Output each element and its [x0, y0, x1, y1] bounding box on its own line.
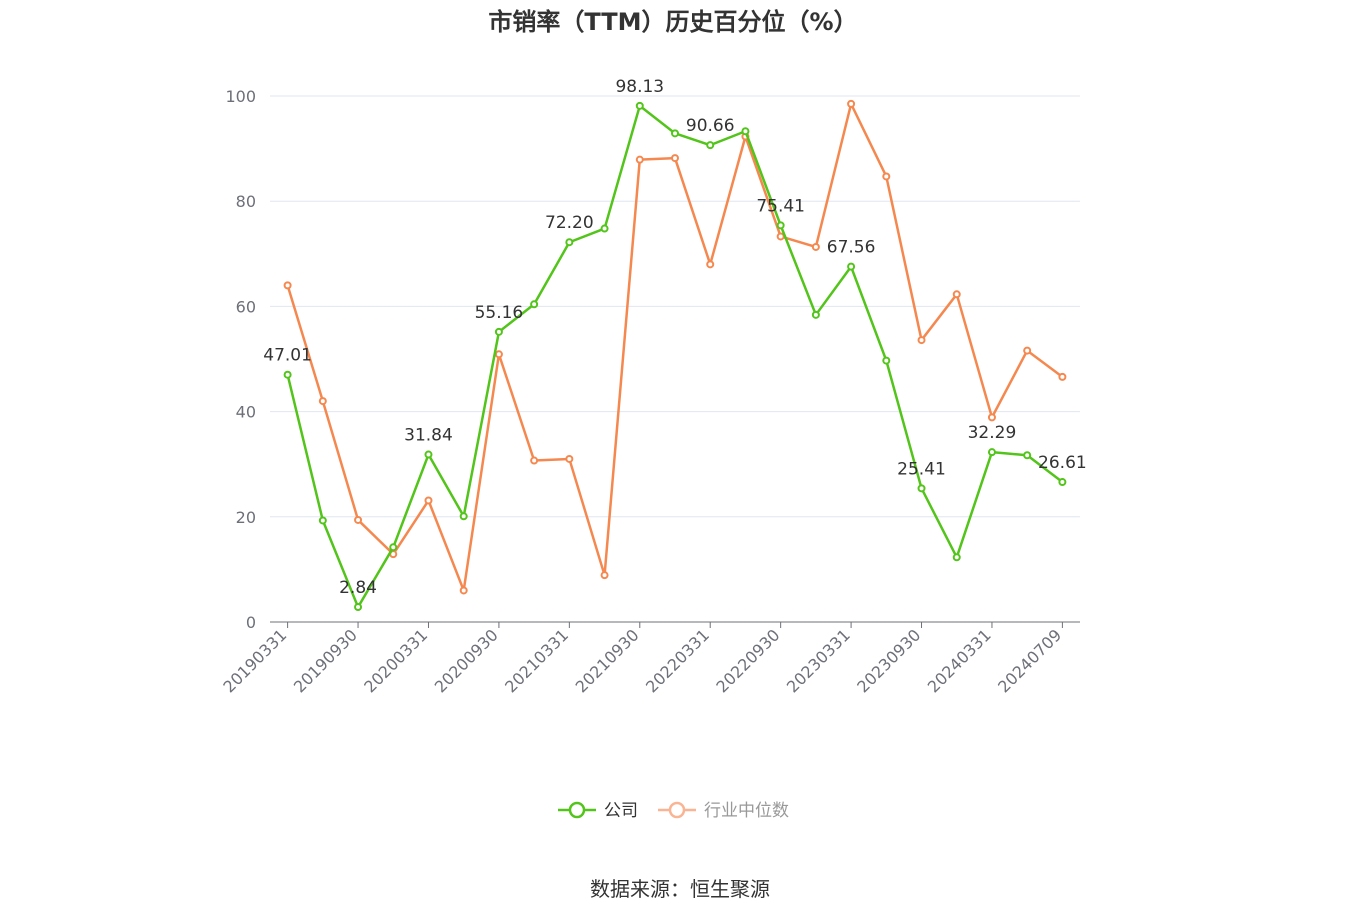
data-label: 32.29	[968, 423, 1017, 443]
x-tick-label: 20190331	[219, 625, 290, 696]
data-point[interactable]	[917, 336, 926, 345]
data-point[interactable]	[600, 571, 609, 580]
data-point[interactable]	[811, 242, 820, 251]
data-point[interactable]	[811, 310, 820, 319]
data-point[interactable]	[354, 603, 363, 612]
series-layer	[283, 99, 1067, 612]
x-tick-label: 20220930	[712, 625, 783, 696]
data-point[interactable]	[1058, 372, 1067, 381]
data-point[interactable]	[530, 300, 539, 309]
x-tick-label: 20240709	[994, 625, 1065, 696]
data-label: 31.84	[404, 426, 453, 446]
data-point[interactable]	[847, 99, 856, 108]
data-point[interactable]	[671, 154, 679, 163]
data-source-note: 数据来源：恒生聚源	[590, 877, 770, 901]
legend-label: 公司	[604, 801, 638, 821]
data-label: 26.61	[1038, 453, 1087, 473]
data-point[interactable]	[882, 172, 891, 181]
x-tick-label: 20190930	[290, 625, 361, 696]
data-point[interactable]	[318, 516, 327, 525]
data-point[interactable]	[1023, 451, 1032, 460]
data-point[interactable]	[847, 262, 856, 271]
data-label: 75.41	[756, 196, 805, 216]
data-point[interactable]	[459, 586, 468, 595]
data-point[interactable]	[283, 281, 292, 290]
data-point[interactable]	[318, 397, 327, 406]
y-tick-label: 80	[236, 192, 256, 211]
data-label: 90.66	[686, 116, 735, 136]
data-label: 25.41	[897, 459, 946, 479]
data-point[interactable]	[635, 101, 644, 110]
y-tick-label: 40	[236, 403, 256, 422]
data-point[interactable]	[671, 129, 679, 138]
data-point[interactable]	[565, 454, 574, 463]
legend-marker	[568, 801, 586, 819]
chart-title: 市销率（TTM）历史百分位（%）	[488, 8, 857, 36]
data-point[interactable]	[987, 413, 996, 422]
data-point[interactable]	[530, 456, 539, 465]
x-tick-label: 20210930	[572, 625, 643, 696]
data-point[interactable]	[882, 356, 891, 365]
data-label: 2.84	[339, 578, 377, 598]
data-point[interactable]	[424, 450, 433, 459]
data-point[interactable]	[952, 290, 961, 299]
x-tick-label: 20240331	[924, 625, 995, 696]
data-label: 72.20	[545, 213, 594, 233]
x-axis: 20190331 20190930 20200331 20200930 20210331…	[219, 621, 1080, 696]
series-line	[286, 104, 1064, 609]
data-point[interactable]	[776, 232, 785, 241]
data-point[interactable]	[283, 370, 292, 379]
data-point[interactable]	[635, 155, 644, 164]
data-point[interactable]	[706, 141, 715, 150]
data-label: 55.16	[475, 303, 524, 323]
data-point[interactable]	[600, 224, 609, 233]
x-tick-label: 20230331	[783, 625, 854, 696]
legend-item-0[interactable]: 公司	[558, 801, 638, 821]
data-point[interactable]	[917, 484, 926, 493]
data-labels: 47.01 2.84 31.84 55.16 72.20 98.13 90.66 75.41 6…	[263, 77, 1086, 598]
y-tick-label: 100	[225, 87, 256, 106]
data-label: 47.01	[263, 346, 312, 366]
data-label: 67.56	[827, 238, 876, 258]
y-tick-label: 0	[246, 613, 256, 632]
legend: 公司 行业中位数	[558, 801, 789, 821]
data-point[interactable]	[459, 512, 468, 521]
legend-marker	[668, 801, 686, 819]
y-axis: 0 20 40 60 80 100	[225, 87, 256, 632]
data-point[interactable]	[952, 553, 961, 562]
data-point[interactable]	[776, 221, 785, 230]
series-1	[283, 99, 1067, 595]
data-point[interactable]	[494, 350, 503, 359]
data-point[interactable]	[741, 127, 750, 136]
x-tick-label: 20200331	[360, 625, 431, 696]
data-point[interactable]	[389, 543, 398, 552]
data-point[interactable]	[706, 260, 715, 269]
x-tick-label: 20210331	[501, 625, 572, 696]
x-tick-label: 20200930	[431, 625, 502, 696]
x-tick-label: 20230930	[853, 625, 924, 696]
legend-label: 行业中位数	[704, 801, 789, 821]
data-point[interactable]	[1023, 346, 1032, 355]
data-point[interactable]	[354, 515, 363, 524]
series-0	[283, 101, 1067, 612]
data-point[interactable]	[987, 448, 996, 457]
data-point[interactable]	[1058, 478, 1067, 487]
legend-item-1[interactable]: 行业中位数	[658, 801, 789, 821]
data-point[interactable]	[424, 496, 433, 505]
data-point[interactable]	[494, 327, 503, 336]
y-tick-label: 60	[236, 297, 256, 316]
data-label: 98.13	[615, 77, 664, 97]
grid-lines	[270, 95, 1080, 518]
data-point[interactable]	[565, 238, 574, 247]
x-tick-label: 20220331	[642, 625, 713, 696]
y-tick-label: 20	[236, 508, 256, 527]
